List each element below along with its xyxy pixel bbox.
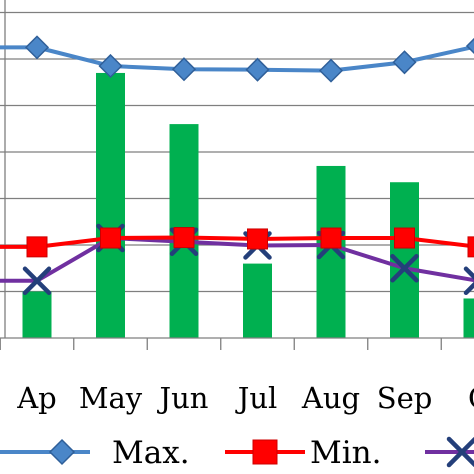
x-tick-label: Aug — [301, 381, 360, 415]
x-tick-label: Ap — [16, 381, 57, 415]
x-tick-labels: Ap May Jun Jul Aug Sep O — [16, 381, 474, 415]
legend-item-max: Max. — [0, 435, 190, 471]
x-tick-label: O — [468, 381, 474, 415]
line-point-diamond — [245, 57, 270, 82]
line-series-0 — [0, 35, 474, 83]
line-point-square — [394, 227, 415, 249]
series-line — [0, 235, 474, 249]
x-stroke — [463, 266, 474, 280]
line-point-square — [173, 227, 195, 249]
line-point-square — [26, 236, 48, 258]
legend-item-third — [425, 436, 474, 468]
line-point-x — [390, 254, 419, 283]
line-point-diamond — [171, 57, 197, 82]
x-stroke — [463, 281, 474, 296]
line-point-diamond — [392, 50, 417, 75]
x-stroke — [446, 436, 474, 468]
line-point-x — [22, 266, 52, 296]
line-point-diamond — [98, 53, 123, 79]
line-point-diamond — [318, 58, 344, 83]
series-line — [0, 44, 474, 73]
x-stroke — [390, 254, 419, 283]
series-line — [0, 236, 474, 283]
line-point-square — [467, 236, 474, 258]
x-stroke — [22, 266, 52, 296]
line-point-square — [247, 228, 268, 250]
line-point-x — [446, 436, 474, 468]
line-point-diamond — [465, 37, 474, 55]
line-point-diamond — [24, 35, 50, 60]
bar — [96, 72, 125, 338]
bar-series — [22, 72, 474, 338]
bar — [243, 263, 272, 338]
line-point-x — [463, 266, 474, 296]
line-point-diamond — [48, 438, 76, 466]
legend-item-min: Min. — [225, 435, 381, 471]
x-tick-label: Jul — [235, 381, 278, 415]
bar — [22, 291, 52, 338]
line-point-square — [252, 439, 278, 465]
legend-label: Min. — [310, 435, 381, 471]
legend: Max. Min. — [0, 435, 474, 471]
line-point-square — [320, 227, 342, 249]
bar — [463, 298, 474, 338]
x-tick-label: Jun — [157, 381, 209, 415]
x-axis — [0, 337, 474, 350]
x-tick-label: May — [79, 381, 143, 415]
line-point-square — [100, 227, 121, 249]
line-series-1 — [0, 227, 474, 258]
legend-label: Max. — [112, 435, 190, 471]
line-series — [0, 35, 474, 296]
x-tick-label: Sep — [377, 381, 433, 415]
